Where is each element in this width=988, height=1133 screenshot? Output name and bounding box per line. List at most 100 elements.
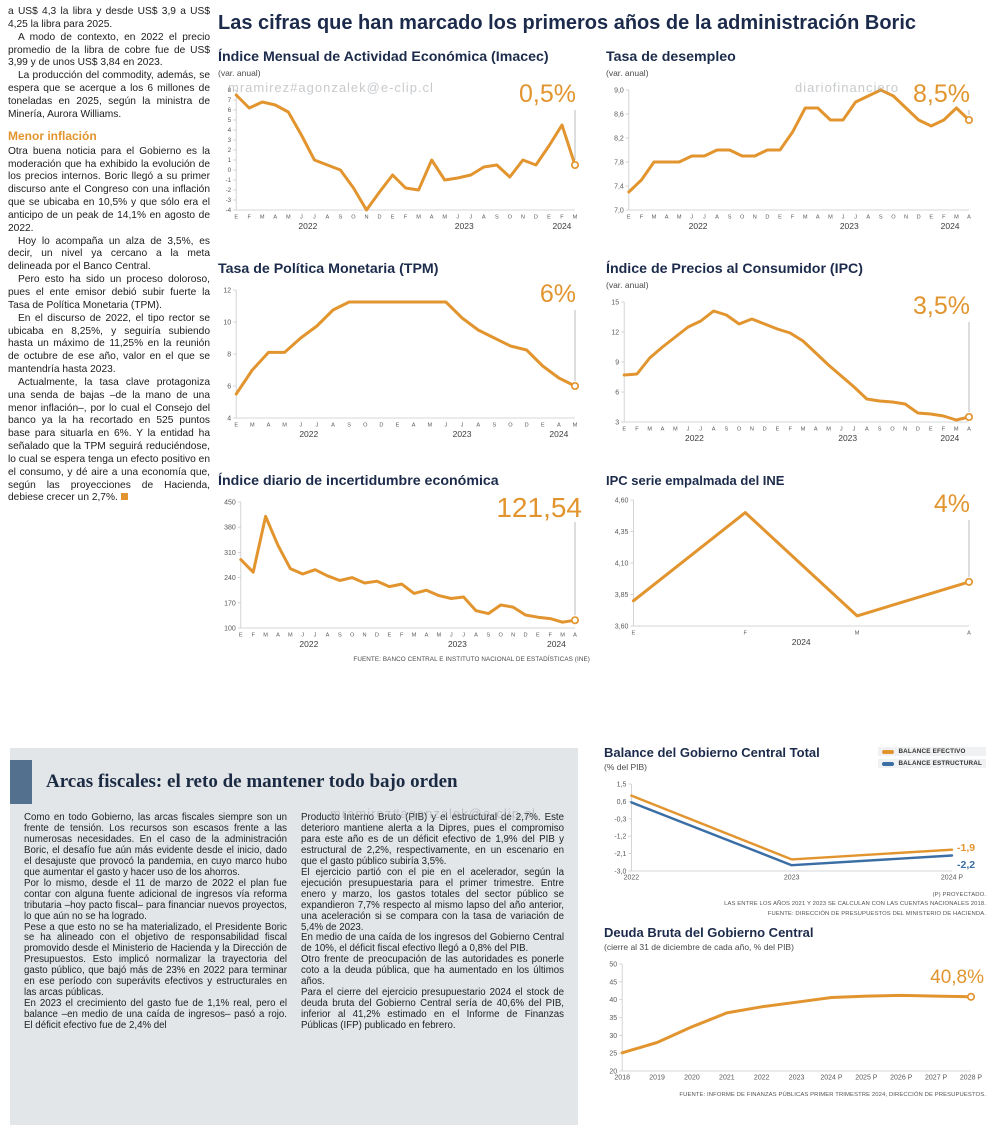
chart-ipc: Índice de Precios al Consumidor (IPC) (v… [606, 261, 984, 446]
svg-text:N: N [511, 632, 515, 638]
article-paragraph: Actualmente, la tasa clave protagoniza u… [8, 377, 210, 505]
svg-text:A: A [474, 632, 478, 638]
balance-header: Balance del Gobierno Central Total (% de… [604, 745, 986, 772]
svg-text:M: M [260, 214, 265, 220]
svg-text:2023: 2023 [789, 1075, 805, 1082]
legend-label: BALANCE ESTRUCTURAL [898, 760, 982, 767]
chart-subtitle: (var. anual) [218, 67, 261, 78]
svg-text:J: J [462, 632, 465, 638]
svg-text:N: N [364, 214, 368, 220]
svg-text:D: D [379, 422, 383, 428]
svg-text:6: 6 [228, 107, 232, 114]
svg-text:A: A [665, 214, 669, 220]
chart-subtitle: (var. anual) [606, 67, 649, 78]
fiscal-columns: Como en todo Gobierno, las arcas fiscale… [24, 812, 564, 1032]
unemployment-plot: 8,5% 9,0 8,6 8,2 7,8 7,4 7,0 E F M A M J J A S O N D E F M A M… [606, 79, 984, 234]
svg-text:450: 450 [224, 499, 236, 506]
svg-text:12: 12 [611, 329, 619, 336]
chart-tpm: Tasa de Política Monetaria (TPM) 6% 12 10… [218, 261, 590, 442]
svg-text:J: J [469, 214, 472, 220]
svg-text:2023: 2023 [838, 433, 857, 443]
svg-text:25: 25 [609, 1051, 617, 1058]
article-paragraph: Otra buena noticia para el Gobierno es l… [8, 145, 210, 234]
svg-text:0,6: 0,6 [617, 799, 627, 806]
svg-text:2025 P: 2025 P [855, 1075, 878, 1082]
svg-text:2028 P: 2028 P [960, 1075, 983, 1082]
fiscal-paragraph: Pese a que esto no se ha materializado, … [24, 921, 287, 999]
svg-text:6: 6 [227, 383, 231, 390]
source-note: FUENTE: BANCO CENTRAL E INSTITUTO NACION… [353, 655, 590, 663]
svg-text:F: F [251, 632, 255, 638]
unemployment-latest-value: 8,5% [913, 79, 970, 108]
svg-text:J: J [690, 214, 693, 220]
svg-text:M: M [442, 214, 447, 220]
svg-text:F: F [635, 426, 639, 432]
left-article-column: a US$ 4,3 la libra y desde US$ 3,9 a US$… [8, 6, 210, 505]
svg-text:M: M [673, 426, 678, 432]
svg-text:F: F [400, 632, 404, 638]
svg-text:A: A [425, 632, 429, 638]
chart-title: Índice Mensual de Actividad Económica (I… [218, 49, 549, 65]
gross-debt-latest-value: 40,8% [930, 967, 984, 989]
svg-text:7,8: 7,8 [614, 159, 624, 166]
svg-text:A: A [715, 214, 719, 220]
svg-text:O: O [740, 214, 745, 220]
article-paragraph: A modo de contexto, en 2022 el precio pr… [8, 31, 210, 69]
svg-text:2021: 2021 [719, 1075, 735, 1082]
svg-text:M: M [573, 214, 578, 220]
svg-text:8: 8 [227, 351, 231, 358]
svg-text:10: 10 [223, 319, 231, 326]
svg-text:S: S [728, 214, 732, 220]
chart-title: Deuda Bruta del Gobierno Central [604, 925, 814, 940]
chart-title: Tasa de desempleo [606, 49, 736, 65]
svg-text:F: F [248, 214, 252, 220]
balance-footnotes: (P) PROYECTADO. LAS ENTRE LOS AÑOS 2021 … [604, 891, 986, 918]
svg-text:M: M [801, 426, 806, 432]
svg-text:8: 8 [228, 87, 232, 94]
svg-text:J: J [314, 632, 317, 638]
chart-title: IPC serie empalmada del INE [606, 473, 785, 488]
svg-text:9,0: 9,0 [614, 87, 624, 94]
svg-text:E: E [396, 422, 400, 428]
ipc-plot: 3,5% 15 12 9 6 3 E F M A M J J A S O N D E F M A M J J A S O N D E F M A… [606, 293, 984, 446]
svg-text:40: 40 [609, 997, 617, 1004]
svg-text:E: E [239, 632, 243, 638]
svg-text:N: N [521, 214, 525, 220]
legend-swatch-estructural [882, 761, 895, 766]
svg-text:J: J [842, 214, 845, 220]
svg-text:E: E [627, 214, 631, 220]
chart-title: Tasa de Política Monetaria (TPM) [218, 261, 439, 277]
svg-text:O: O [737, 426, 742, 432]
svg-text:6: 6 [615, 389, 619, 396]
fiscal-headline: Arcas fiscales: el reto de mantener todo… [46, 771, 458, 792]
svg-text:4,35: 4,35 [615, 529, 629, 536]
svg-text:S: S [338, 632, 342, 638]
fiscal-paragraph: En medio de una caída de los ingresos de… [301, 932, 564, 955]
svg-text:2018: 2018 [614, 1075, 630, 1082]
svg-text:2023: 2023 [448, 639, 467, 649]
svg-text:A: A [866, 214, 870, 220]
svg-text:2022: 2022 [685, 433, 704, 443]
svg-text:E: E [622, 426, 626, 432]
svg-text:O: O [508, 214, 513, 220]
svg-text:N: N [753, 214, 757, 220]
svg-text:S: S [339, 214, 343, 220]
fiscal-paragraph: En 2023 el crecimiento del gasto fue de … [24, 998, 287, 1032]
article-subhead: Menor inflación [8, 128, 97, 143]
svg-text:A: A [814, 426, 818, 432]
fiscal-paragraph: El ejercicio partió con el pie en el ace… [301, 866, 564, 933]
svg-text:M: M [437, 632, 442, 638]
svg-text:-1: -1 [226, 177, 232, 184]
svg-text:M: M [427, 422, 432, 428]
svg-text:A: A [430, 214, 434, 220]
svg-text:M: M [286, 214, 291, 220]
svg-text:2019: 2019 [649, 1075, 665, 1082]
svg-text:F: F [560, 214, 564, 220]
svg-text:A: A [326, 214, 330, 220]
svg-text:M: M [412, 632, 417, 638]
svg-text:D: D [375, 632, 379, 638]
legend-swatch-efectivo [882, 749, 895, 754]
svg-text:M: M [677, 214, 682, 220]
svg-text:F: F [789, 426, 793, 432]
svg-text:E: E [391, 214, 395, 220]
